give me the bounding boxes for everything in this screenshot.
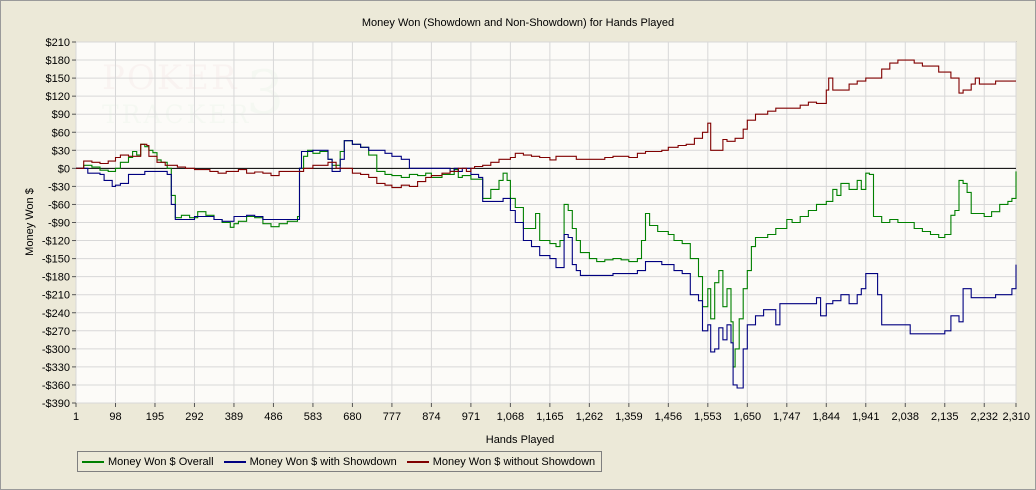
y-tick-label: $120 bbox=[46, 91, 70, 103]
x-tick-label: 1,553 bbox=[694, 411, 722, 423]
series-line-overall bbox=[76, 140, 1017, 368]
x-axis-ticks: 1 98 195 292 389 486 583 680 777 874 971 1,068 1,165… bbox=[73, 403, 1030, 423]
x-tick-label: 1,844 bbox=[813, 411, 841, 423]
legend-item-without-showdown: Money Won $ without Showdown bbox=[406, 455, 596, 468]
x-tick-label: 777 bbox=[383, 411, 401, 423]
x-tick-label: 2,310 bbox=[1002, 411, 1030, 423]
y-tick-label: -$120 bbox=[42, 236, 70, 248]
x-tick-label: 680 bbox=[343, 411, 361, 423]
chart-legend: Money Won $ Overall Money Won $ with Sho… bbox=[77, 451, 603, 472]
legend-label-without-showdown: Money Won $ without Showdown bbox=[432, 455, 596, 468]
x-tick-label: 971 bbox=[462, 411, 480, 423]
y-tick-label: $210 bbox=[46, 37, 70, 49]
y-tick-label: -$150 bbox=[42, 254, 70, 266]
y-axis-label: Money Won $ bbox=[24, 188, 36, 256]
x-tick-label: 583 bbox=[304, 411, 322, 423]
y-tick-label: -$390 bbox=[42, 398, 70, 410]
y-axis-ticks: $210 $180 $150 $120 $90 $60 $30 $0 -$30 -$60 -$90 -… bbox=[42, 37, 76, 410]
x-tick-label: 874 bbox=[422, 411, 440, 423]
x-tick-label: 195 bbox=[146, 411, 164, 423]
x-tick-label: 98 bbox=[109, 411, 121, 423]
legend-swatch-overall bbox=[82, 460, 104, 463]
y-tick-label: -$360 bbox=[42, 380, 70, 392]
legend-label-with-showdown: Money Won $ with Showdown bbox=[249, 455, 397, 468]
y-tick-label: -$330 bbox=[42, 362, 70, 374]
y-tick-label: -$270 bbox=[42, 326, 70, 338]
chart-title: Money Won (Showdown and Non-Showdown) fo… bbox=[361, 17, 675, 29]
x-tick-label: 2,038 bbox=[892, 411, 920, 423]
y-tick-label: $150 bbox=[46, 73, 70, 85]
y-tick-label: -$300 bbox=[42, 344, 70, 356]
x-tick-label: 2,135 bbox=[931, 411, 959, 423]
x-tick-label: 1,650 bbox=[734, 411, 762, 423]
x-tick-label: 292 bbox=[185, 411, 203, 423]
series-group bbox=[76, 59, 1017, 389]
series-line-with-showdown bbox=[76, 140, 1017, 389]
x-tick-label: 1,747 bbox=[773, 411, 801, 423]
x-tick-label: 1,165 bbox=[536, 411, 564, 423]
x-tick-label: 2,232 bbox=[970, 411, 998, 423]
y-tick-label: $90 bbox=[52, 109, 70, 121]
legend-swatch-with-showdown bbox=[223, 460, 246, 463]
y-tick-label: -$60 bbox=[48, 199, 70, 211]
y-tick-label: $0 bbox=[58, 163, 70, 175]
x-tick-label: 1,068 bbox=[497, 411, 525, 423]
y-tick-label: -$180 bbox=[42, 272, 70, 284]
y-tick-label: $180 bbox=[46, 55, 70, 67]
x-axis-label: Hands Played bbox=[486, 434, 555, 446]
x-tick-label: 1,359 bbox=[615, 411, 643, 423]
x-tick-label: 1,262 bbox=[576, 411, 604, 423]
grid-lines bbox=[75, 41, 1017, 404]
series-line-without-showdown bbox=[76, 59, 1016, 189]
x-tick-label: 389 bbox=[225, 411, 243, 423]
x-tick-label: 1,941 bbox=[852, 411, 880, 423]
y-tick-label: -$30 bbox=[48, 181, 70, 193]
y-tick-label: $30 bbox=[52, 145, 70, 157]
legend-swatch-without-showdown bbox=[406, 460, 429, 463]
y-tick-label: $60 bbox=[52, 127, 70, 139]
x-tick-label: 486 bbox=[264, 411, 282, 423]
x-tick-label: 1 bbox=[73, 411, 79, 423]
y-tick-label: -$90 bbox=[48, 218, 70, 230]
legend-item-with-showdown: Money Won $ with Showdown bbox=[223, 455, 397, 468]
legend-item-overall: Money Won $ Overall bbox=[82, 456, 214, 468]
legend-label-overall: Money Won $ Overall bbox=[108, 455, 214, 468]
y-tick-label: -$240 bbox=[42, 308, 70, 320]
y-tick-label: -$210 bbox=[42, 290, 70, 302]
x-tick-label: 1,456 bbox=[655, 411, 683, 423]
